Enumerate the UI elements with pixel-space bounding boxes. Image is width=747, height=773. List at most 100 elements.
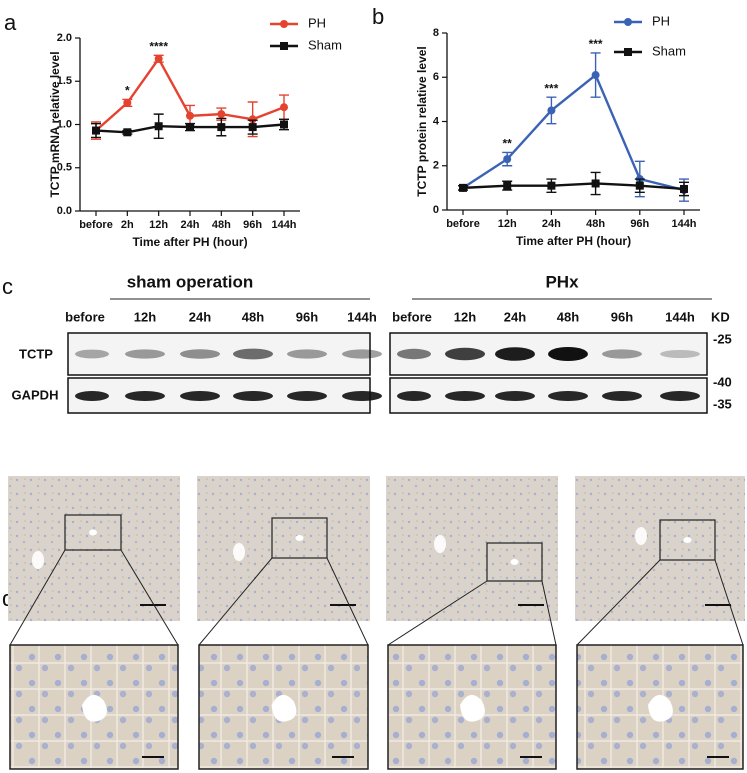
zoom-line <box>326 557 369 646</box>
band <box>397 348 431 360</box>
legend-marker <box>280 42 288 50</box>
band <box>75 349 109 359</box>
point <box>186 111 194 120</box>
x-tick-label: 48h <box>586 218 605 230</box>
band <box>445 347 485 361</box>
size-marker: -35 <box>713 396 732 411</box>
band <box>495 347 535 361</box>
row-label: TCTP <box>19 346 53 361</box>
band <box>342 349 382 359</box>
x-tick-label: 96h <box>243 219 262 231</box>
vessel <box>32 551 44 569</box>
lane-label: before <box>392 309 432 324</box>
micrograph <box>8 476 180 621</box>
significance: **** <box>149 39 168 53</box>
significance: * <box>125 84 130 98</box>
x-tick-label: 48h <box>212 219 231 231</box>
y-tick-label: 1.5 <box>57 75 72 87</box>
legend-marker <box>624 48 632 56</box>
x-tick-label: 12h <box>498 218 517 230</box>
point <box>503 181 512 190</box>
zoom-line <box>198 557 273 646</box>
band <box>548 347 588 361</box>
band <box>397 391 431 401</box>
point <box>248 123 257 132</box>
band <box>602 391 642 401</box>
vessel <box>434 535 446 553</box>
band <box>125 349 165 359</box>
legend-label: PH <box>308 15 326 30</box>
significance: ** <box>503 137 513 151</box>
micrograph <box>386 476 558 621</box>
lane-label: 24h <box>504 309 526 324</box>
lane-label: 24h <box>189 309 211 324</box>
vessel <box>89 529 97 536</box>
x-axis-label: Time after PH (hour) <box>516 234 631 248</box>
blot-box <box>389 332 708 376</box>
blot-heading: PHx <box>545 272 579 291</box>
zoom-box <box>271 517 328 559</box>
vessel <box>510 559 519 565</box>
band <box>495 391 535 401</box>
vessel <box>635 527 647 545</box>
vessel <box>82 694 107 722</box>
vessel <box>295 535 304 541</box>
y-tick-label: 8 <box>433 27 439 39</box>
point <box>680 184 688 193</box>
y-tick-label: 0.0 <box>57 205 72 217</box>
y-tick-label: 2.0 <box>57 32 72 44</box>
zoom-box <box>486 542 543 582</box>
y-axis-label: TCTP protein relative level <box>415 46 429 197</box>
band <box>602 349 642 359</box>
zoom-box <box>64 514 122 551</box>
point <box>503 155 512 164</box>
x-axis-label: Time after PH (hour) <box>132 235 247 249</box>
y-tick-label: 4 <box>433 115 440 127</box>
row-label: GAPDH <box>12 387 59 402</box>
point <box>248 115 257 124</box>
band <box>75 391 109 401</box>
size-marker: -40 <box>713 374 732 389</box>
point <box>123 128 132 137</box>
band <box>125 391 165 401</box>
series-line <box>462 182 685 191</box>
lane-label: 96h <box>611 309 633 324</box>
legend-marker <box>624 18 632 26</box>
band <box>233 391 273 401</box>
lane-label: 12h <box>454 309 476 324</box>
zoom-box <box>659 519 716 561</box>
legend-label: Sham <box>652 43 686 58</box>
micrograph <box>197 476 370 621</box>
legend-label: PH <box>652 13 670 28</box>
y-tick-label: 2 <box>433 160 439 172</box>
x-tick-label: 2h <box>121 219 134 231</box>
y-tick-label: 0.5 <box>57 162 72 174</box>
lane-label: 12h <box>134 309 156 324</box>
point <box>591 179 600 188</box>
legend-marker <box>280 20 288 28</box>
vessel <box>271 694 297 722</box>
lane-label: 48h <box>242 309 264 324</box>
lane-label: 96h <box>296 309 318 324</box>
point <box>591 71 600 80</box>
vessel <box>683 537 692 543</box>
lane-label: before <box>65 309 105 324</box>
x-tick-label: before <box>79 219 113 231</box>
band <box>287 349 327 359</box>
band <box>180 391 220 401</box>
x-tick-label: 144h <box>271 219 296 231</box>
vessel <box>233 543 245 561</box>
y-tick-label: 0 <box>433 204 439 216</box>
point <box>123 98 132 107</box>
band <box>660 350 700 358</box>
zoom-line <box>576 559 661 646</box>
band <box>660 391 700 401</box>
point <box>186 123 194 132</box>
legend-label: Sham <box>308 37 342 52</box>
band <box>445 391 485 401</box>
point <box>92 126 100 135</box>
panel-label: c <box>2 274 13 299</box>
y-tick-label: 6 <box>433 71 439 83</box>
blot-box <box>67 332 371 376</box>
